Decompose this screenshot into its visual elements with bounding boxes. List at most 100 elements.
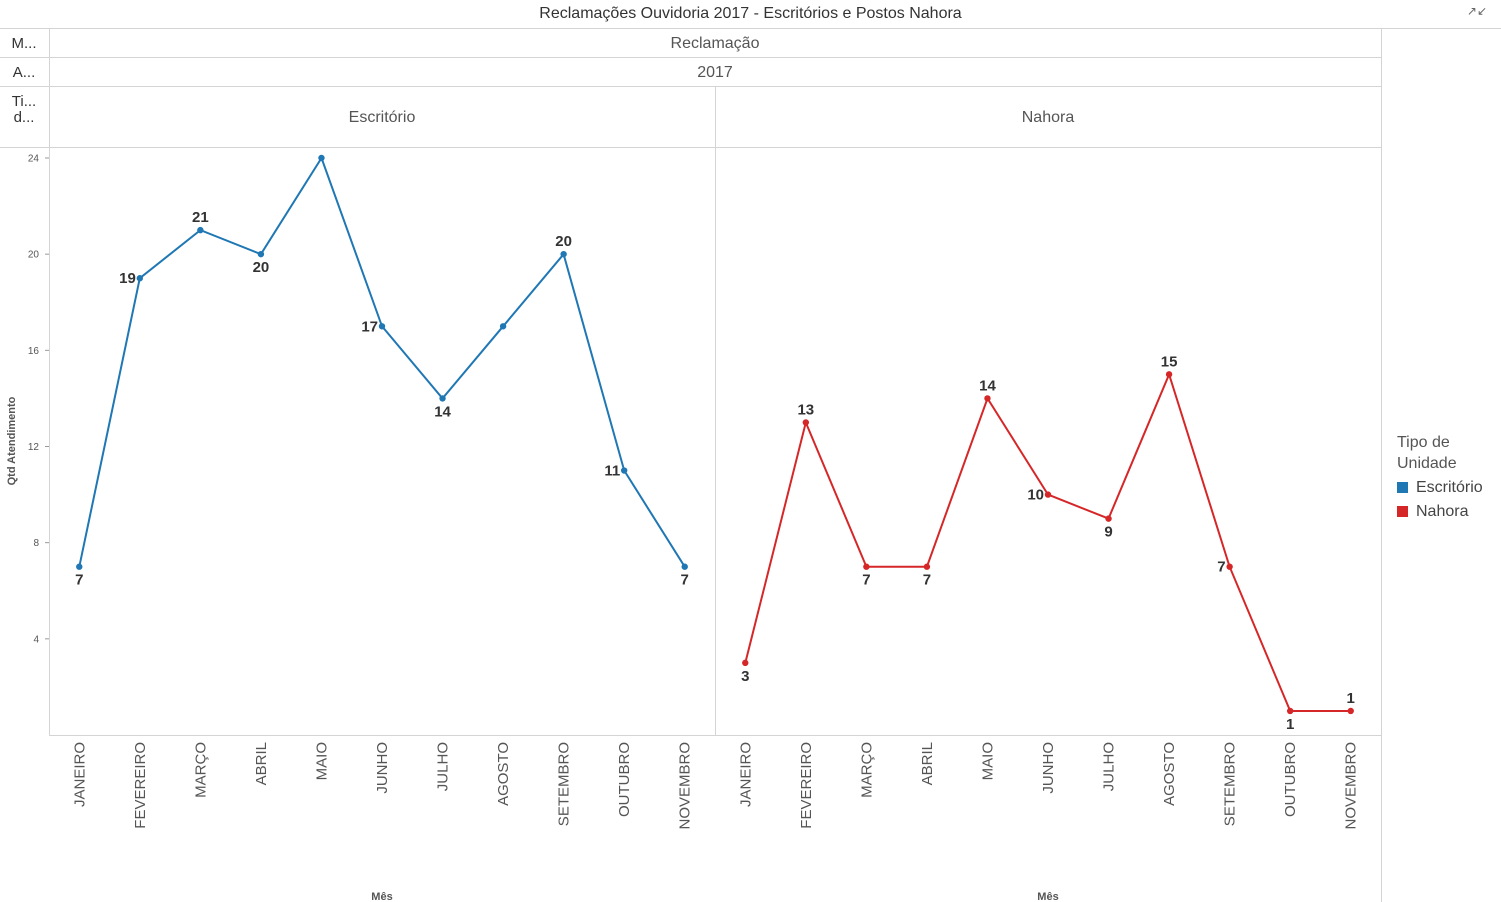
- legend-label-nahora: Nahora: [1416, 502, 1469, 520]
- chart-frame: [0, 28, 1501, 902]
- x-tick-label-0-7: AGOSTO: [495, 742, 512, 806]
- x-tick-label-0-9: OUTUBRO: [616, 742, 633, 817]
- data-label-1-3: 7: [923, 572, 931, 589]
- x-tick-label-0-6: JULHO: [435, 742, 452, 791]
- x-tick-label-1-0: JANEIRO: [737, 742, 754, 807]
- header-year-value: 2017: [697, 64, 733, 81]
- y-tick-label-12: 12: [28, 442, 40, 453]
- x-tick-label-1-7: AGOSTO: [1161, 742, 1178, 806]
- chart-title: Reclamações Ouvidoria 2017 - Escritórios…: [539, 5, 962, 22]
- data-point-1-4[interactable]: [984, 395, 991, 402]
- data-label-0-8: 20: [555, 233, 572, 250]
- data-label-1-0: 3: [741, 668, 749, 685]
- y-tick-label-16: 16: [28, 346, 40, 357]
- data-point-0-0[interactable]: [76, 563, 83, 570]
- data-point-0-7[interactable]: [499, 323, 507, 330]
- x-tick-label-0-0: JANEIRO: [71, 742, 88, 807]
- panel-header-0: Escritório: [349, 109, 416, 126]
- data-label-1-10: 1: [1347, 690, 1355, 707]
- row-header-year: A...: [13, 64, 36, 81]
- series-nahora: 3 13 7 7 14 10 9 15 7 1 1: [741, 353, 1355, 733]
- header-rows: M... Reclamação A... 2017 Ti...d... Escritóri…: [12, 35, 1075, 126]
- legend-swatch-escritorio: [1397, 482, 1408, 493]
- panel-header-1: Nahora: [1022, 109, 1075, 126]
- data-point-1-6[interactable]: [1105, 515, 1112, 522]
- data-point-0-4[interactable]: [318, 154, 325, 162]
- x-tick-label-0-10: NOVEMBRO: [677, 742, 694, 830]
- data-label-1-9: 1: [1286, 716, 1294, 733]
- data-label-0-1: 19: [119, 270, 136, 287]
- x-tick-label-0-3: ABRIL: [253, 742, 270, 785]
- data-point-0-9[interactable]: [620, 467, 628, 474]
- data-label-0-5: 17: [361, 318, 378, 335]
- x-tick-label-1-10: NOVEMBRO: [1343, 742, 1360, 830]
- y-tick-label-20: 20: [28, 250, 40, 261]
- x-tick-label-0-2: MARÇO: [192, 742, 209, 798]
- data-point-1-0[interactable]: [742, 659, 749, 667]
- x-tick-label-1-3: ABRIL: [919, 742, 936, 785]
- x-axis: JANEIRO FEVEREIRO MARÇO ABRIL MAIO JUNHO JULHO…: [71, 742, 1359, 902]
- data-point-0-6[interactable]: [439, 395, 446, 402]
- data-label-1-4: 14: [979, 377, 996, 394]
- data-label-0-9: 11: [604, 463, 620, 480]
- legend-title: Tipo de Unidade: [1397, 434, 1457, 472]
- data-point-0-5[interactable]: [378, 323, 386, 330]
- x-tick-label-1-2: MARÇO: [858, 742, 875, 798]
- data-point-0-3[interactable]: [257, 250, 265, 258]
- series-line-1: [744, 371, 1351, 712]
- x-tick-label-0-5: JUNHO: [374, 742, 391, 794]
- x-tick-label-1-4: MAIO: [979, 742, 996, 780]
- x-tick-label-1-8: SETEMBRO: [1222, 742, 1239, 826]
- data-label-1-2: 7: [862, 572, 870, 589]
- legend-label-escritorio: Escritório: [1416, 478, 1483, 496]
- expand-icon[interactable]: ↗↙: [1466, 4, 1487, 18]
- y-axis: 4 8 12 16 20 24 Qtd Atendimento: [6, 154, 49, 645]
- data-point-1-8[interactable]: [1226, 563, 1233, 570]
- data-label-1-7: 15: [1161, 353, 1178, 370]
- legend: Tipo de Unidade Escritório Nahora: [1397, 432, 1501, 522]
- x-tick-label-1-9: OUTUBRO: [1282, 742, 1299, 817]
- row-header-measure: M...: [12, 35, 37, 52]
- x-tick-label-0-1: FEVEREIRO: [132, 742, 149, 829]
- data-label-1-8: 7: [1217, 559, 1225, 576]
- x-tick-label-1-5: JUNHO: [1040, 742, 1057, 794]
- x-tick-label-0-4: MAIO: [313, 742, 330, 780]
- y-tick-label-24: 24: [28, 154, 40, 165]
- data-point-0-2[interactable]: [197, 226, 204, 234]
- data-label-0-10: 7: [681, 572, 689, 589]
- x-axis-title-1: Mês: [1037, 891, 1058, 902]
- x-tick-label-1-1: FEVEREIRO: [798, 742, 815, 829]
- data-point-1-3[interactable]: [923, 563, 931, 570]
- data-point-0-10[interactable]: [681, 563, 688, 570]
- data-point-0-8[interactable]: [560, 250, 567, 258]
- data-point-0-1[interactable]: [136, 275, 144, 282]
- y-axis-title: Qtd Atendimento: [6, 396, 18, 485]
- row-header-type-line1: Ti...: [12, 93, 36, 110]
- x-axis-title-0: Mês: [371, 891, 392, 902]
- y-tick-label-8: 8: [33, 538, 39, 549]
- data-point-1-1[interactable]: [802, 419, 810, 426]
- data-label-1-5: 10: [1027, 487, 1044, 504]
- data-label-0-2: 21: [192, 209, 209, 226]
- data-label-0-0: 7: [75, 572, 83, 589]
- series-escritório: 7 19 21 20 17 14 20 11 7: [75, 154, 689, 589]
- series-line-0: [78, 155, 686, 568]
- legend-item-escritorio[interactable]: Escritório: [1397, 477, 1501, 498]
- row-header-type-line2: d...: [14, 109, 35, 126]
- data-point-1-5[interactable]: [1044, 491, 1052, 498]
- data-label-0-6: 14: [434, 403, 451, 420]
- header-measure-value: Reclamação: [671, 35, 760, 52]
- y-tick-label-4: 4: [33, 634, 39, 645]
- x-tick-label-1-6: JULHO: [1101, 742, 1118, 791]
- data-point-1-9[interactable]: [1286, 707, 1294, 715]
- data-label-1-6: 9: [1104, 524, 1112, 541]
- data-point-1-10[interactable]: [1347, 707, 1354, 715]
- data-point-1-2[interactable]: [863, 563, 870, 570]
- legend-swatch-nahora: [1397, 506, 1408, 517]
- data-point-1-7[interactable]: [1165, 371, 1173, 378]
- legend-item-nahora[interactable]: Nahora: [1397, 501, 1501, 522]
- data-label-0-3: 20: [253, 259, 270, 276]
- x-tick-label-0-8: SETEMBRO: [556, 742, 573, 826]
